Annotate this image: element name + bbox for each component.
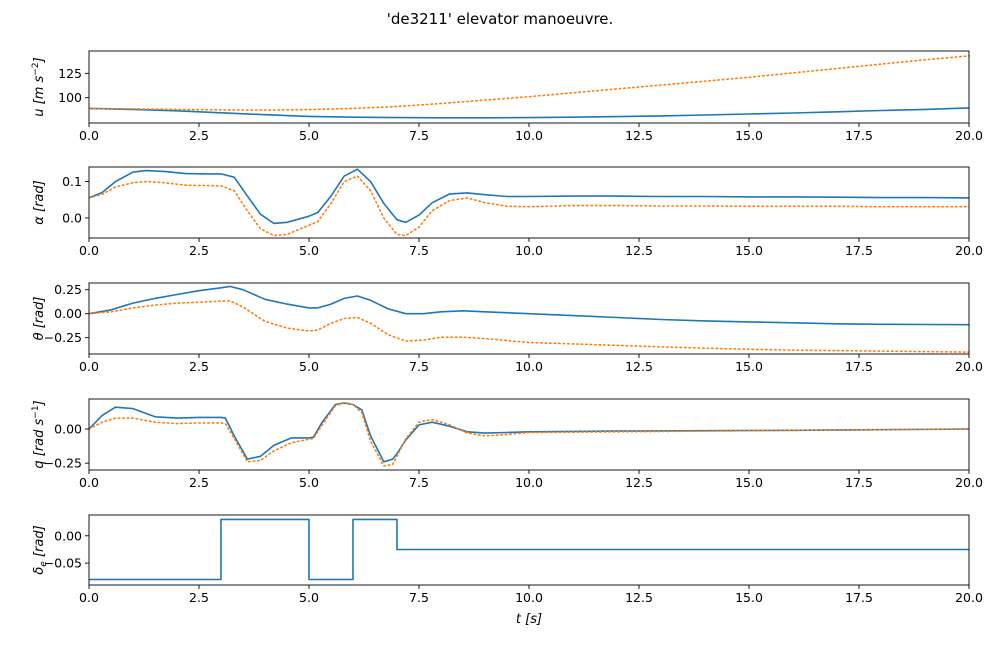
x-tick-label: 12.5 (625, 359, 653, 374)
subplot-5: 0.0 2.5 5.0 7.5 10.0 12.5 15.0 17.5 20.0 −0.05 0.0… (32, 514, 983, 627)
y-axis-label: q [rad s−1] (31, 400, 47, 468)
x-tick-label: 15.0 (735, 359, 763, 374)
x-tick-label: 15.0 (735, 590, 763, 605)
x-tick-label: 20.0 (955, 359, 983, 374)
y-tick-label: 0.1 (62, 174, 82, 189)
figure-title: 'de3211' elevator manoeuvre. (387, 10, 614, 28)
x-tick-label: 5.0 (299, 359, 319, 374)
x-tick-label: 10.0 (515, 243, 543, 258)
y-tick-label: −0.25 (44, 330, 82, 345)
y-tick-label: −0.05 (44, 556, 82, 571)
x-tick-label: 17.5 (845, 128, 873, 143)
x-tick-label: 17.5 (845, 243, 873, 258)
x-tick-label: 2.5 (189, 243, 209, 258)
x-tick-label: 10.0 (515, 128, 543, 143)
x-tick-label: 17.5 (845, 475, 873, 490)
x-tick-label: 5.0 (299, 475, 319, 490)
x-tick-label: 12.5 (625, 128, 653, 143)
subplot-2: 0.0 2.5 5.0 7.5 10.0 12.5 15.0 17.5 20.0 0.0 0.1 α … (32, 166, 983, 258)
x-tick-label: 5.0 (299, 590, 319, 605)
subplot-3: 0.0 2.5 5.0 7.5 10.0 12.5 15.0 17.5 20.0 −0.25 0.0… (32, 282, 983, 374)
y-tick-label: 100 (58, 90, 82, 105)
y-axis-label: θ [rad] (32, 297, 47, 341)
y-axis-label: α [rad] (32, 180, 47, 224)
x-tick-label: 7.5 (409, 359, 429, 374)
x-tick-label: 12.5 (625, 475, 653, 490)
x-tick-label: 5.0 (299, 128, 319, 143)
x-axis-label: t [s] (516, 612, 542, 627)
x-tick-label: 20.0 (955, 128, 983, 143)
series-line-dotted (89, 55, 969, 111)
y-tick-label: 0.0 (62, 210, 82, 225)
x-tick-label: 10.0 (515, 359, 543, 374)
series-line-dotted (89, 299, 969, 353)
y-tick-label: 0.00 (54, 528, 82, 543)
x-tick-label: 15.0 (735, 243, 763, 258)
x-tick-label: 15.0 (735, 475, 763, 490)
series-line-dotted (89, 175, 969, 237)
y-tick-label: −0.25 (44, 456, 82, 471)
x-tick-label: 7.5 (409, 590, 429, 605)
x-tick-label: 20.0 (955, 475, 983, 490)
subplot-4: 0.0 2.5 5.0 7.5 10.0 12.5 15.0 17.5 20.0 −0.25 0.0… (31, 398, 983, 490)
x-tick-label: 12.5 (625, 243, 653, 258)
x-tick-label: 17.5 (845, 359, 873, 374)
x-tick-label: 12.5 (625, 590, 653, 605)
x-tick-label: 5.0 (299, 243, 319, 258)
x-tick-label: 7.5 (409, 243, 429, 258)
y-axis-label: u [m s−2] (31, 57, 47, 116)
series-line-solid (89, 285, 969, 326)
x-tick-label: 17.5 (845, 590, 873, 605)
x-tick-label: 7.5 (409, 475, 429, 490)
y-axis-label: δe [rad] (32, 525, 49, 574)
subplot-1: 0.0 2.5 5.0 7.5 10.0 12.5 15.0 17.5 20.0 100 125 u … (31, 50, 983, 143)
series-line-solid (89, 168, 969, 225)
x-tick-label: 7.5 (409, 128, 429, 143)
x-tick-label: 0.0 (79, 590, 99, 605)
x-tick-label: 20.0 (955, 243, 983, 258)
x-tick-label: 0.0 (79, 475, 99, 490)
y-tick-label: 0.00 (54, 422, 82, 437)
x-tick-label: 2.5 (189, 590, 209, 605)
x-tick-label: 2.5 (189, 359, 209, 374)
x-tick-label: 20.0 (955, 590, 983, 605)
y-tick-label: 0.00 (54, 306, 82, 321)
x-tick-label: 0.0 (79, 359, 99, 374)
y-tick-label: 125 (58, 66, 82, 81)
y-tick-label: 0.25 (54, 282, 82, 297)
x-tick-label: 2.5 (189, 475, 209, 490)
x-tick-label: 2.5 (189, 128, 209, 143)
x-tick-label: 15.0 (735, 128, 763, 143)
series-line-solid (89, 518, 969, 581)
x-tick-label: 10.0 (515, 590, 543, 605)
x-tick-label: 10.0 (515, 475, 543, 490)
series-line-solid (89, 107, 969, 119)
x-tick-label: 0.0 (79, 128, 99, 143)
x-tick-label: 0.0 (79, 243, 99, 258)
series-line-dotted (89, 401, 969, 467)
